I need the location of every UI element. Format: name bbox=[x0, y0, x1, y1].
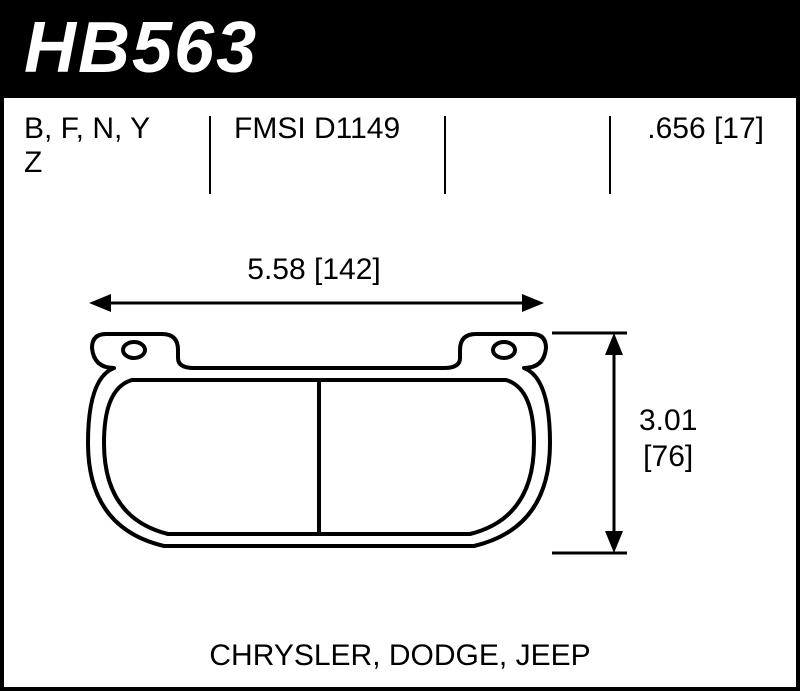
content-area: B, F, N, Y Z FMSI D1149 .656 [17] 5.58 [… bbox=[0, 94, 800, 691]
height-mm: [76] bbox=[639, 439, 697, 475]
part-number-title: HB563 bbox=[24, 12, 776, 84]
info-row: B, F, N, Y Z FMSI D1149 .656 [17] bbox=[4, 98, 796, 198]
height-dimension-label: 3.01 [76] bbox=[639, 403, 697, 475]
height-arrow bbox=[599, 333, 629, 553]
codes-line-1: B, F, N, Y bbox=[24, 112, 194, 146]
height-in: 3.01 bbox=[639, 403, 697, 439]
brake-pad-drawing bbox=[84, 328, 554, 558]
divider-2 bbox=[444, 116, 446, 194]
compound-codes: B, F, N, Y Z bbox=[4, 108, 214, 198]
divider-1 bbox=[209, 116, 211, 194]
width-arrow bbox=[89, 288, 544, 318]
thickness-value: .656 [17] bbox=[619, 108, 794, 198]
height-tick-top bbox=[552, 331, 627, 335]
divider-3 bbox=[609, 116, 611, 194]
vehicle-brands: CHRYSLER, DODGE, JEEP bbox=[4, 639, 796, 673]
codes-line-2: Z bbox=[24, 146, 194, 180]
height-tick-bottom bbox=[552, 551, 627, 555]
header-bar: HB563 bbox=[0, 0, 800, 94]
spacer-cell bbox=[449, 108, 619, 198]
diagram-area: 5.58 [142] 3.01 [76] bbox=[4, 198, 796, 687]
width-dimension-label: 5.58 [142] bbox=[44, 253, 584, 287]
fmsi-code: FMSI D1149 bbox=[214, 108, 449, 198]
